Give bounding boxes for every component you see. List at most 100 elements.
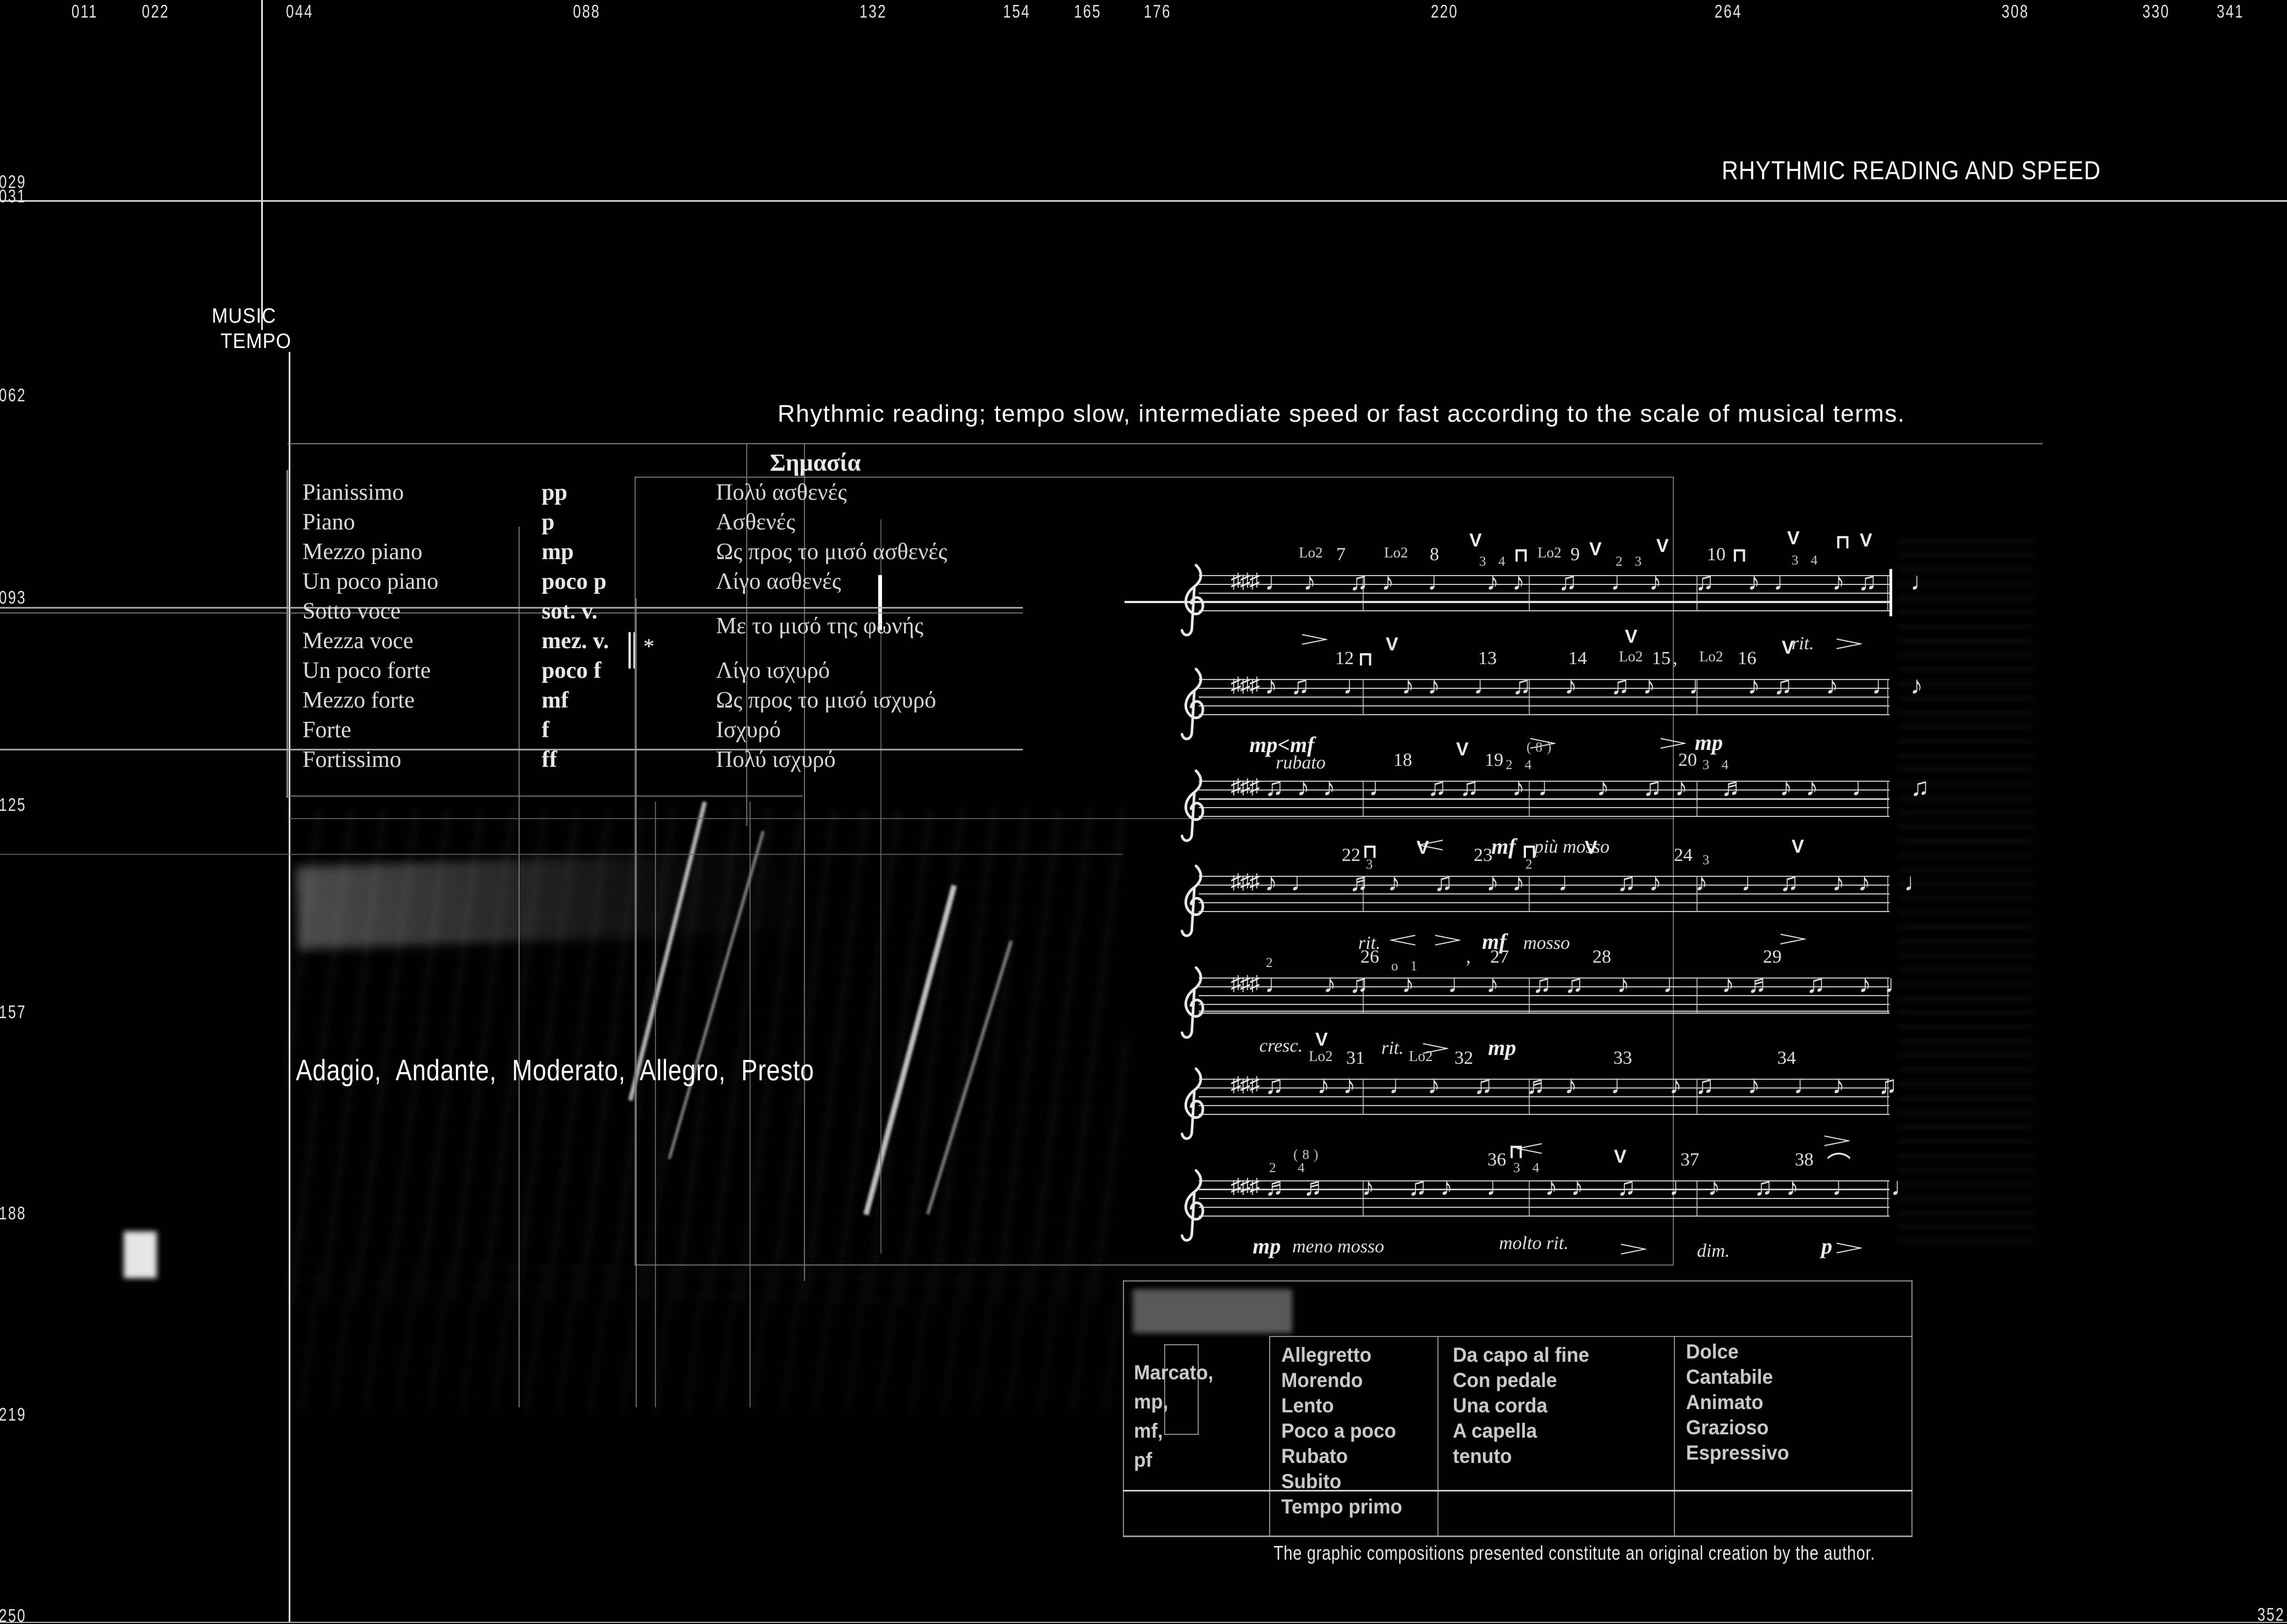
dynamics-abbr: ff xyxy=(542,747,557,772)
notation-mark-below: > xyxy=(1833,632,1865,657)
notation-mark-above: 3 4 xyxy=(1702,758,1733,772)
barline xyxy=(1363,977,1364,1014)
notation-mark-above: 4 xyxy=(1298,1161,1309,1175)
barline xyxy=(1696,977,1698,1014)
notation-mark-above: Lo2 xyxy=(1619,648,1643,665)
notation-mark-above: V xyxy=(1860,530,1872,551)
notation-mark-above: ⊓ xyxy=(1514,545,1529,566)
composition-line xyxy=(1164,1344,1199,1345)
terms-table-cell: Allegretto xyxy=(1281,1344,1372,1366)
notation-mark-above: V xyxy=(1386,634,1398,655)
terms-table-cell: mf, xyxy=(1134,1419,1163,1442)
top-ruler-mark: 132 xyxy=(859,1,887,21)
bottom-right-ruler-mark: 352 xyxy=(2257,1604,2285,1624)
dynamics-term: Mezza voce xyxy=(302,628,414,654)
notation-mark-above: Lo2 xyxy=(1299,544,1323,561)
treble-clef-icon xyxy=(1181,667,1204,741)
greek-meaning-header: Σημασία xyxy=(770,449,861,476)
greek-meaning: Πολύ ασθενές xyxy=(716,480,847,505)
barline xyxy=(1529,977,1530,1014)
top-ruler-mark: 044 xyxy=(286,1,313,21)
note-texture: ♪♩ ♬♪ ♫ ♪♪ ♩ ♫♪ ♪ ♩♫ ♪♪ ♩ xyxy=(1265,868,1943,896)
notation-mark-above: 2 4 xyxy=(1506,758,1536,772)
staff-system xyxy=(1199,1079,1889,1115)
composition-line xyxy=(519,527,520,1407)
barline xyxy=(1696,876,1698,912)
dynamics-abbr: mez. v. xyxy=(542,628,609,654)
barline xyxy=(1887,679,1888,715)
composition-line xyxy=(0,200,2287,202)
page-title: RHYTHMIC READING AND SPEED xyxy=(1721,156,2101,185)
composition-line xyxy=(1437,1336,1439,1537)
notation-mark-above: 26 xyxy=(1360,947,1379,967)
top-ruler-mark: 330 xyxy=(2142,1,2170,21)
barline xyxy=(1529,679,1530,715)
clef-wrap xyxy=(1177,863,1212,948)
notation-mark-above: 3 4 xyxy=(1792,553,1822,568)
notation-mark-above: 15 xyxy=(1652,648,1671,669)
dynamics-term: Pianissimo xyxy=(302,480,404,505)
staff-system xyxy=(1199,781,1889,817)
notation-mark-below: mp<mf xyxy=(1249,732,1315,757)
notation-mark-above: Lo2 xyxy=(1699,648,1723,665)
terms-table-cell: Morendo xyxy=(1281,1369,1363,1391)
top-ruler-mark: 165 xyxy=(1074,1,1101,21)
greek-meaning: Ασθενές xyxy=(716,510,795,535)
staff-system xyxy=(1199,1180,1889,1217)
notation-mark-above: 22 xyxy=(1342,845,1360,865)
notation-mark-below: rit. xyxy=(1381,1038,1404,1058)
notation-mark-below: mf xyxy=(1482,929,1507,954)
notation-mark-above: 20 xyxy=(1678,750,1697,770)
dynamics-term: Mezzo piano xyxy=(302,539,423,565)
barline xyxy=(1529,575,1530,611)
dynamics-abbr: sot. v. xyxy=(542,599,598,624)
subtitle: Rhythmic reading; tempo slow, intermedia… xyxy=(778,400,1905,427)
composition-line xyxy=(289,352,290,1622)
dynamics-abbr: p xyxy=(542,510,555,535)
notation-mark-below: cresc. xyxy=(1259,1036,1303,1056)
composition-line xyxy=(0,612,1023,614)
notation-mark-below: mosso xyxy=(1523,933,1570,953)
terms-table-cell: Dolce xyxy=(1686,1340,1739,1363)
notation-mark-above: 24 xyxy=(1674,845,1693,865)
terms-table-cell: Animato xyxy=(1686,1391,1764,1413)
staff-system xyxy=(1199,575,1889,611)
treble-clef-icon xyxy=(1181,864,1204,937)
composition-line xyxy=(286,796,803,797)
barline xyxy=(1529,1079,1530,1115)
terms-table-cell: A capella xyxy=(1453,1419,1537,1442)
composition-line xyxy=(1269,1336,1913,1337)
greek-meaning: Ως προς το μισό ισχυρό xyxy=(716,688,936,713)
notation-mark-above: 23 xyxy=(1474,845,1492,865)
dynamics-abbr: poco p xyxy=(542,569,607,594)
tempo-terms-line: Adagio, Andante, Moderato, Allegro, Pres… xyxy=(296,1054,814,1087)
notation-mark-below: > xyxy=(1527,731,1558,756)
composition-line xyxy=(1673,477,1674,1266)
notation-mark-above: 29 xyxy=(1763,947,1782,967)
terms-table-cell: Rubato xyxy=(1281,1445,1348,1467)
key-signature: ♯♯♯ xyxy=(1231,673,1260,697)
notation-mark-above: 3 xyxy=(1702,853,1714,868)
barline xyxy=(1529,876,1530,912)
composition-line xyxy=(0,749,1023,750)
barline xyxy=(1696,679,1698,715)
notation-mark-below: < xyxy=(1387,928,1418,953)
dynamics-term: Forte xyxy=(302,717,351,743)
left-ruler-mark: 031 xyxy=(0,186,26,206)
notation-mark-below: rit. xyxy=(1792,633,1814,654)
barline xyxy=(1363,1079,1364,1115)
composition-line xyxy=(261,0,263,330)
notation-mark-above: 16 xyxy=(1738,648,1756,669)
notation-mark-above: 32 xyxy=(1454,1048,1473,1068)
notation-mark-above: 12 xyxy=(1335,648,1354,669)
notation-mark-above: 36 xyxy=(1487,1150,1506,1170)
notation-mark-above: Lo2 xyxy=(1537,544,1562,561)
note-texture: ♪♫ ♩ ♪♪ ♩♫ ♪ ♫♪ ♩ ♪♫ ♪ ♩♪ xyxy=(1265,671,1937,699)
top-ruler-mark: 088 xyxy=(573,1,600,21)
barline xyxy=(1696,1079,1698,1115)
terms-table-cell: tenuto xyxy=(1453,1445,1512,1467)
barline xyxy=(1696,1180,1698,1217)
notation-mark-above: ⊓ xyxy=(1358,649,1373,670)
note-texture: ♫ ♪♪ ♩♪ ♫ ♬♪ ♩ ♪♫ ♪ ♩♪ ♫ xyxy=(1265,1070,1911,1099)
